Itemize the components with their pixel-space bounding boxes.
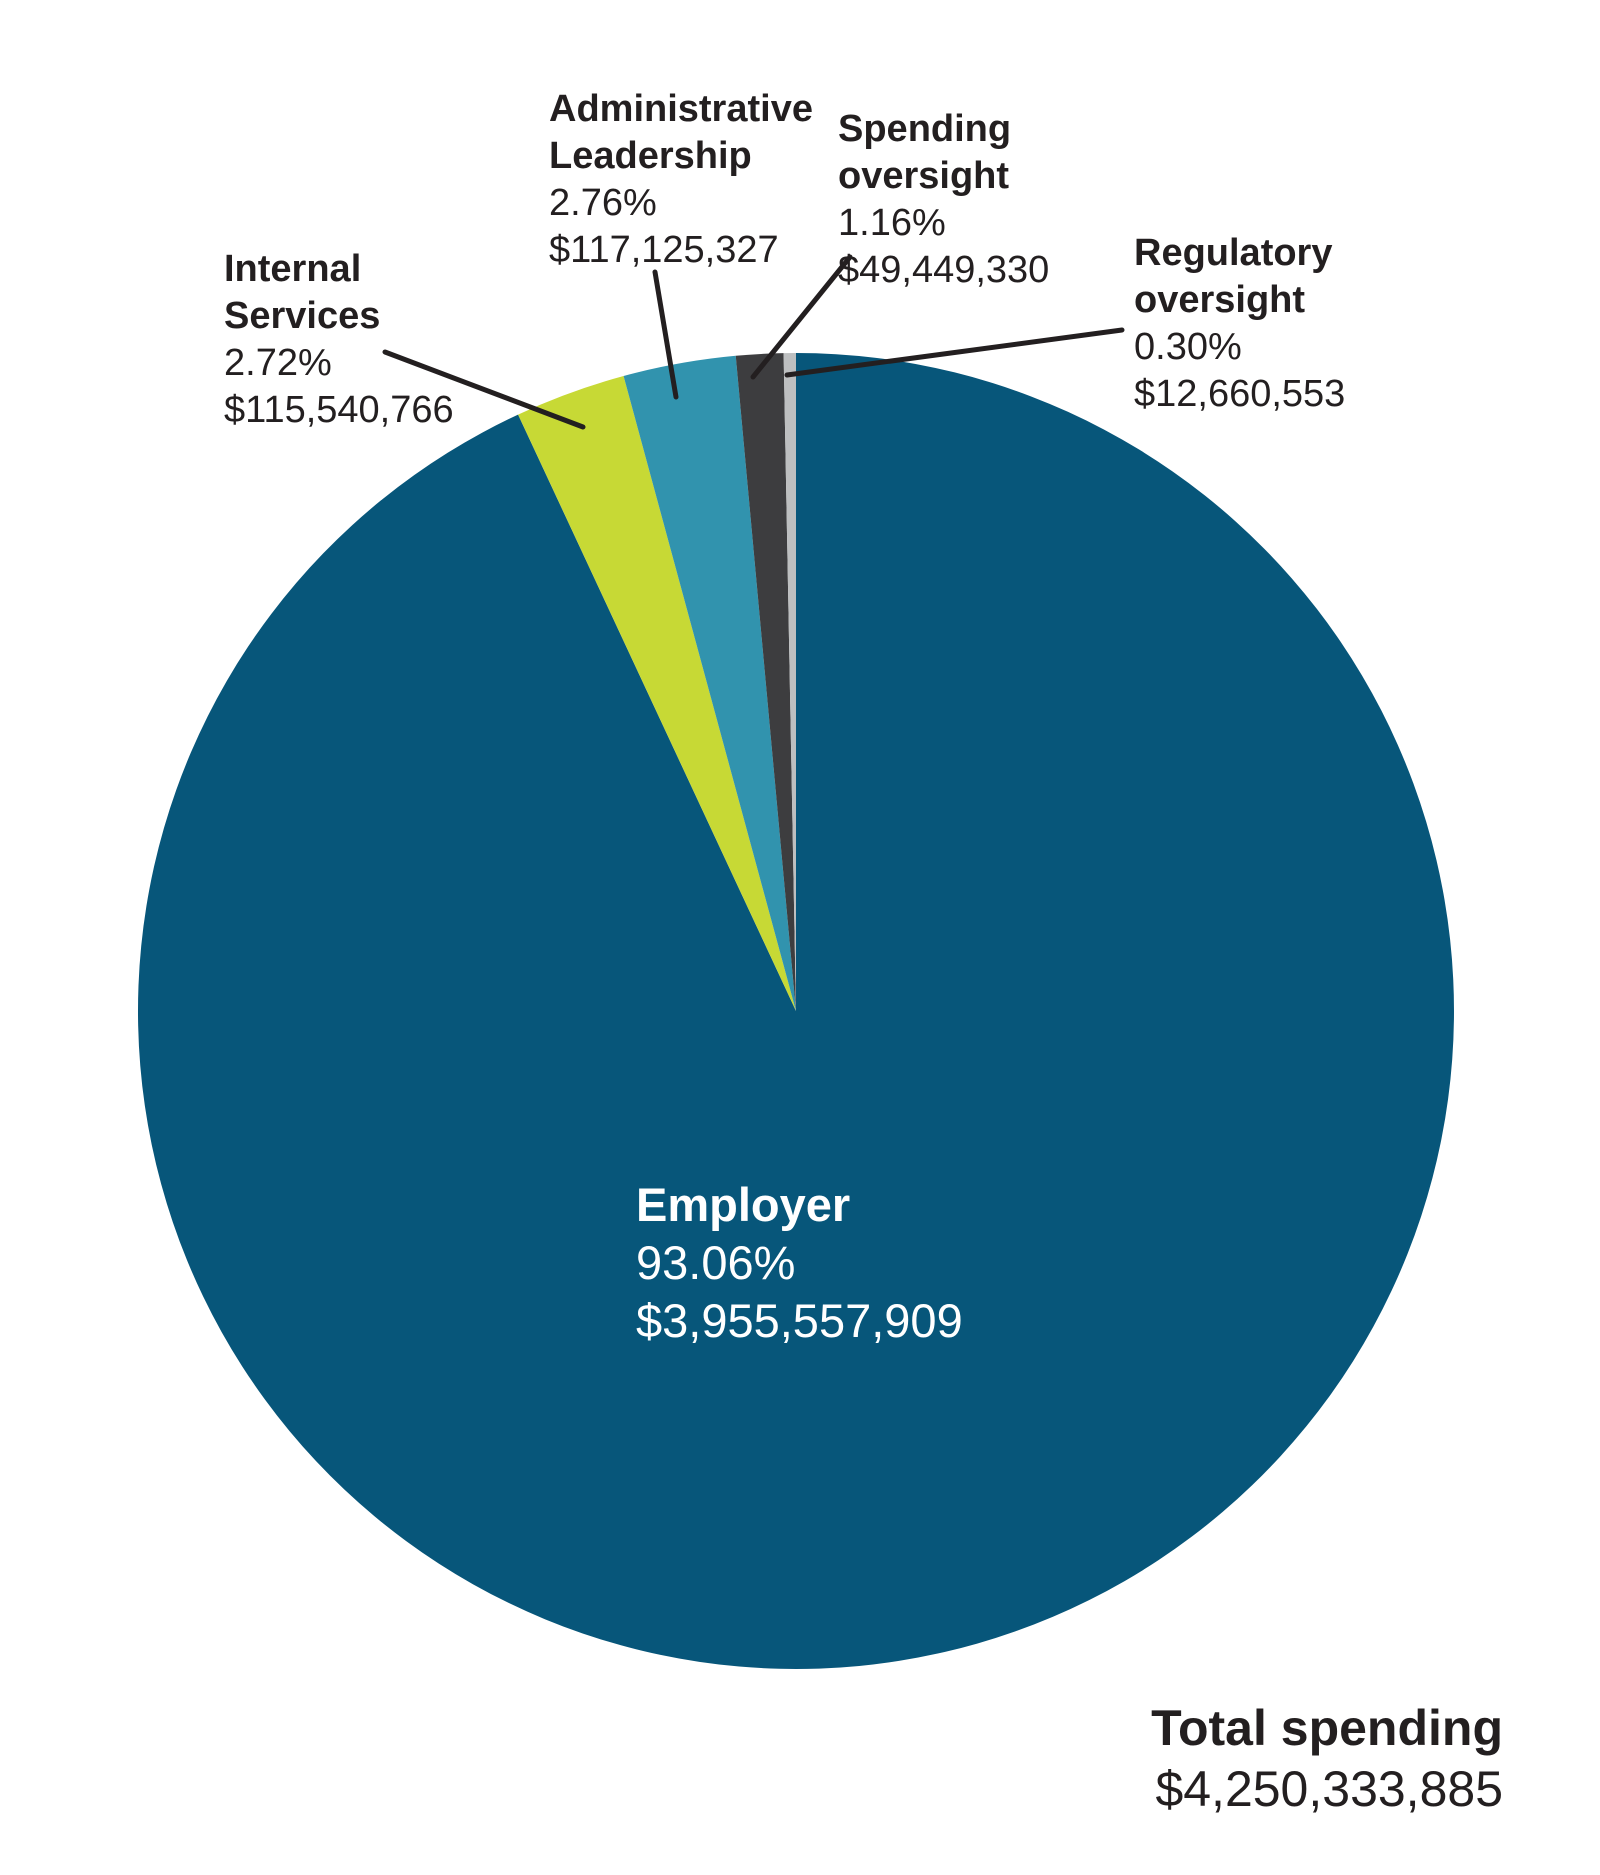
- pie-slice-internal-services: [518, 376, 796, 1011]
- pie-slice-employer: [137, 353, 1454, 1669]
- slice-percent: 2.76%: [549, 182, 657, 224]
- pie-slice-regulatory-oversight: [783, 353, 796, 1011]
- label-employer: Employer 93.06% $3,955,557,909: [636, 1176, 963, 1350]
- slice-name: Services: [224, 295, 381, 337]
- slice-name: Regulatory: [1134, 232, 1333, 274]
- total-spending-label: Total spending: [1151, 1700, 1503, 1756]
- label-regulatory-oversight: Regulatory oversight 0.30% $12,660,553: [1134, 230, 1345, 418]
- slice-name: Leadership: [549, 135, 752, 177]
- total-spending-amount: $4,250,333,885: [1155, 1761, 1503, 1817]
- slice-name: Administrative: [549, 88, 813, 130]
- slice-name: Internal: [224, 248, 362, 290]
- slice-amount: $49,449,330: [838, 249, 1050, 291]
- pie-slice-administrative-leadership: [623, 355, 796, 1011]
- label-spending-oversight: Spending oversight 1.16% $49,449,330: [838, 106, 1049, 294]
- label-administrative-leadership: Administrative Leadership 2.76% $117,125…: [549, 86, 813, 274]
- slice-name: Spending: [838, 108, 1012, 150]
- leader-line-internal-services: [382, 349, 586, 430]
- slice-percent: 1.16%: [838, 202, 946, 244]
- slice-amount: $115,540,766: [224, 389, 454, 431]
- leader-line-spending-oversight: [750, 254, 853, 380]
- slice-percent: 2.72%: [224, 342, 332, 384]
- pie-slice-spending-oversight: [735, 353, 796, 1011]
- slice-percent: 93.06%: [636, 1236, 796, 1289]
- slice-name: oversight: [1134, 279, 1306, 321]
- slice-name: oversight: [838, 155, 1010, 197]
- slice-name: Employer: [636, 1178, 851, 1231]
- leader-line-regulatory-oversight: [784, 327, 1125, 378]
- slice-percent: 0.30%: [1134, 326, 1242, 368]
- leader-line-administrative-leadership: [652, 269, 679, 400]
- label-internal-services: Internal Services 2.72% $115,540,766: [224, 246, 454, 434]
- slice-amount: $117,125,327: [549, 229, 779, 271]
- slice-amount: $3,955,557,909: [636, 1294, 963, 1347]
- slice-amount: $12,660,553: [1134, 373, 1346, 415]
- total-spending: Total spending $4,250,333,885: [1151, 1698, 1503, 1820]
